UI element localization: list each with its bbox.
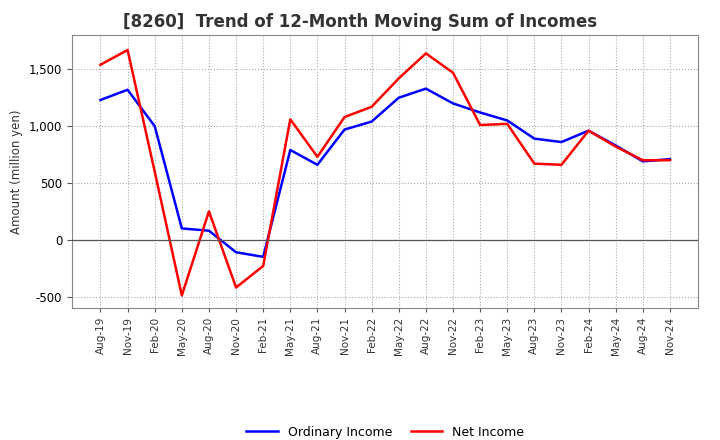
Net Income <box>232 285 240 290</box>
Net Income <box>204 209 213 214</box>
Net Income <box>395 76 403 81</box>
Net Income <box>557 162 566 167</box>
Ordinary Income <box>476 110 485 115</box>
Net Income <box>341 114 349 120</box>
Legend: Ordinary Income, Net Income: Ordinary Income, Net Income <box>241 421 529 440</box>
Net Income <box>286 117 294 122</box>
Ordinary Income <box>530 136 539 141</box>
Net Income <box>259 263 268 268</box>
Ordinary Income <box>96 97 105 103</box>
Net Income <box>96 62 105 67</box>
Net Income <box>530 161 539 166</box>
Net Income <box>367 104 376 110</box>
Ordinary Income <box>639 159 647 164</box>
Ordinary Income <box>259 254 268 260</box>
Net Income <box>476 122 485 128</box>
Net Income <box>123 48 132 53</box>
Ordinary Income <box>665 157 674 162</box>
Net Income <box>503 121 511 127</box>
Net Income <box>611 144 620 149</box>
Ordinary Income <box>313 162 322 167</box>
Ordinary Income <box>341 127 349 132</box>
Line: Net Income: Net Income <box>101 50 670 296</box>
Ordinary Income <box>421 86 430 91</box>
Net Income <box>584 128 593 133</box>
Ordinary Income <box>232 249 240 255</box>
Y-axis label: Amount (million yen): Amount (million yen) <box>10 110 23 234</box>
Net Income <box>421 51 430 56</box>
Ordinary Income <box>367 119 376 124</box>
Ordinary Income <box>150 124 159 129</box>
Ordinary Income <box>557 139 566 145</box>
Ordinary Income <box>204 228 213 233</box>
Net Income <box>639 158 647 163</box>
Ordinary Income <box>584 128 593 133</box>
Ordinary Income <box>286 147 294 153</box>
Net Income <box>313 154 322 159</box>
Net Income <box>150 169 159 174</box>
Ordinary Income <box>503 118 511 123</box>
Text: [8260]  Trend of 12-Month Moving Sum of Incomes: [8260] Trend of 12-Month Moving Sum of I… <box>123 13 597 31</box>
Net Income <box>178 293 186 298</box>
Net Income <box>665 158 674 163</box>
Ordinary Income <box>395 95 403 100</box>
Net Income <box>449 70 457 75</box>
Ordinary Income <box>611 143 620 148</box>
Ordinary Income <box>178 226 186 231</box>
Ordinary Income <box>123 87 132 92</box>
Line: Ordinary Income: Ordinary Income <box>101 88 670 257</box>
Ordinary Income <box>449 101 457 106</box>
